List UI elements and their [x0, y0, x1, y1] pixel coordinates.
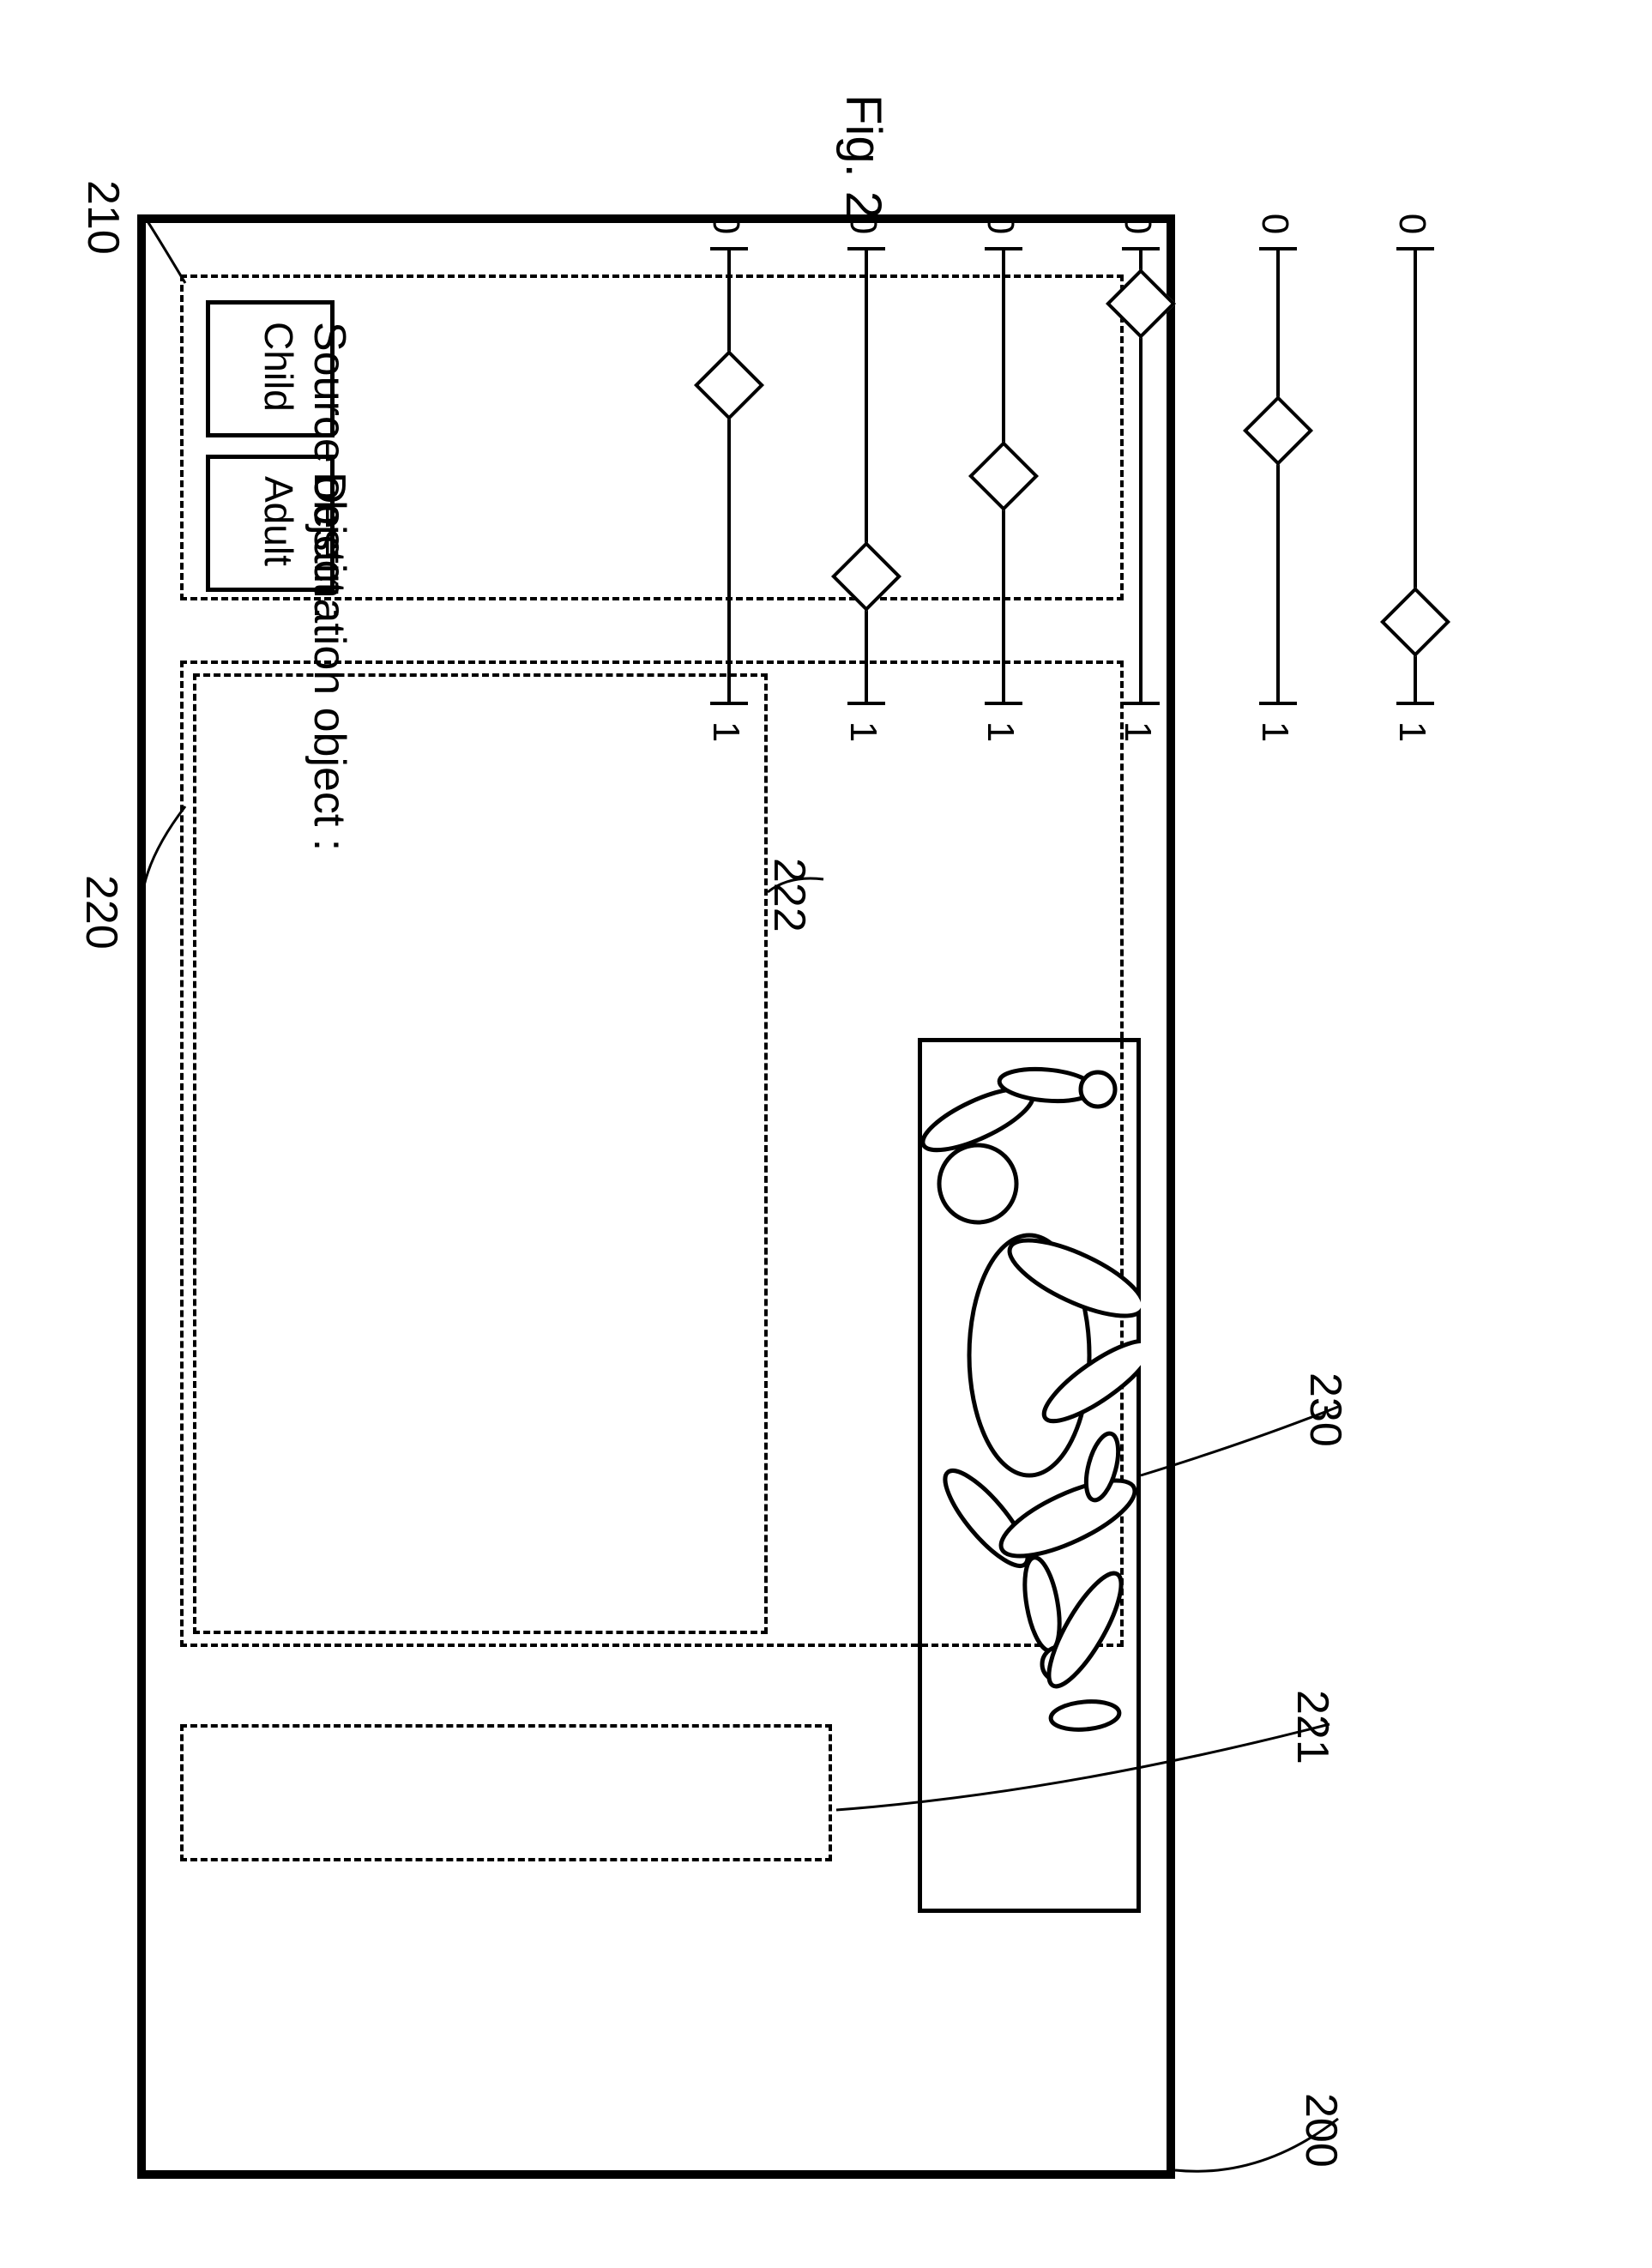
- slider-thumb[interactable]: [968, 441, 1039, 511]
- slider-param-3[interactable]: 01: [978, 249, 1029, 703]
- slider-min-label: 0: [704, 214, 747, 234]
- slider-min-label: 0: [979, 214, 1022, 234]
- slider-thumb[interactable]: [1106, 268, 1176, 339]
- ref-220: 220: [75, 875, 127, 950]
- slider-max-label: 1: [1253, 721, 1296, 742]
- slider-min-label: 0: [841, 214, 884, 234]
- slider-param-2[interactable]: 01: [841, 249, 892, 703]
- slider-max-label: 1: [1116, 721, 1159, 742]
- slider-param-5[interactable]: 01: [1252, 249, 1304, 703]
- ref-200: 200: [1295, 2093, 1347, 2168]
- slider-thumb[interactable]: [694, 350, 764, 420]
- leader-lines: [34, 34, 1618, 2234]
- ref-230: 230: [1299, 1372, 1351, 1447]
- slider-min-label: 0: [1253, 214, 1296, 234]
- diagram-canvas: Fig. 2 Source object : Destination objec…: [34, 34, 1618, 2234]
- slider-thumb[interactable]: [1380, 587, 1450, 657]
- ref-222: 222: [763, 858, 815, 932]
- slider-max-label: 1: [1390, 721, 1433, 742]
- slider-min-label: 0: [1116, 214, 1159, 234]
- slider-max-label: 1: [979, 721, 1022, 742]
- ref-221: 221: [1287, 1690, 1338, 1764]
- slider-min-label: 0: [1390, 214, 1433, 234]
- slider-thumb[interactable]: [1243, 395, 1313, 466]
- ref-210: 210: [77, 180, 129, 255]
- slider-thumb[interactable]: [831, 541, 901, 612]
- slider-param-4[interactable]: 01: [1115, 249, 1167, 703]
- slider-param-1[interactable]: 01: [703, 249, 755, 703]
- slider-max-label: 1: [704, 721, 747, 742]
- slider-param-6[interactable]: 01: [1390, 249, 1441, 703]
- slider-max-label: 1: [841, 721, 884, 742]
